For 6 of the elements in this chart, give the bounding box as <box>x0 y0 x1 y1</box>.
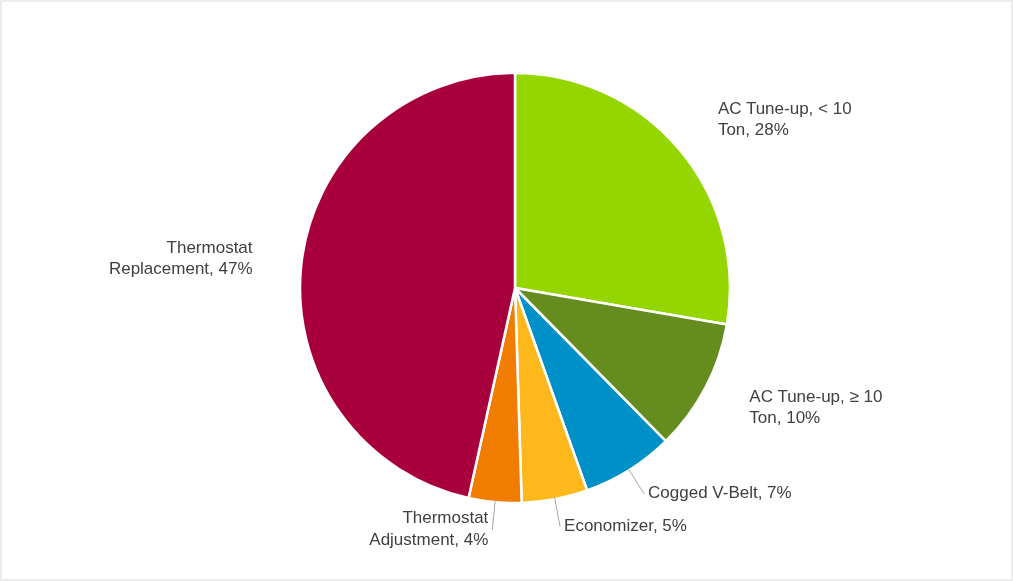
slice-label: AC Tune-up, < 10 Ton, 28% <box>717 99 852 140</box>
slice-label: Economizer, 5% <box>564 516 687 536</box>
slice-label: Thermostat Adjustment, 4% <box>369 508 489 550</box>
slice-label: Thermostat Replacement, 47% <box>108 238 253 279</box>
slice-label: Cogged V-Belt, 7% <box>648 483 792 503</box>
slice-label: AC Tune-up, ≥ 10 Ton, 10% <box>749 387 883 428</box>
